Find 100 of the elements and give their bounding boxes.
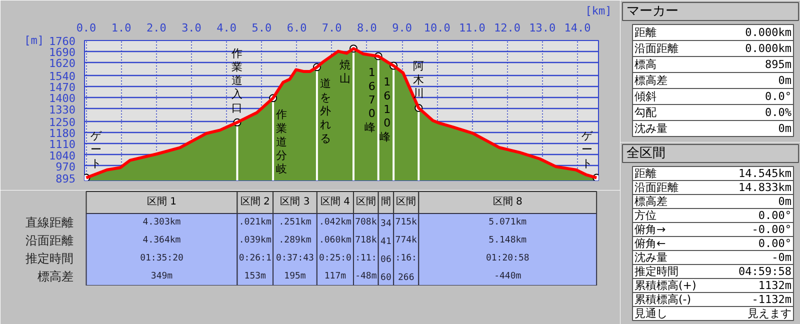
text: 708k	[355, 218, 377, 228]
category-label: 累積標高(-)	[634, 293, 692, 306]
x-tick-label: 12.0	[494, 22, 521, 34]
y-tick-label: 1400	[49, 92, 76, 106]
text: 06	[380, 255, 392, 265]
text: .042km	[318, 218, 352, 228]
category-label: 推定時間	[26, 252, 74, 266]
x-tick-label: 8.0	[357, 22, 377, 34]
x-tick-label: 6.0	[286, 22, 307, 34]
category-label: 標高	[634, 58, 656, 71]
category-label: 沈み量	[634, 251, 668, 264]
text: 14.833km	[738, 181, 792, 194]
annotation: 1670峰	[364, 66, 376, 134]
text: 5.148km	[488, 236, 527, 246]
text: -440m	[494, 272, 522, 282]
category-label: 方位	[634, 209, 656, 222]
text: 全区間	[626, 146, 666, 161]
x-tick-label: 9.0	[392, 22, 412, 34]
y-tick-label: 1110	[49, 138, 76, 152]
x-axis-title: [km]	[585, 4, 612, 18]
x-tick-label: 11.0	[458, 22, 486, 34]
text: マーカー	[626, 4, 678, 19]
x-tick-label: 5.0	[252, 22, 272, 34]
text: .289km	[278, 236, 312, 246]
x-tick-label: 4.0	[216, 22, 237, 34]
category-label: 見通し	[634, 307, 668, 320]
category-label: 累積標高(+)	[634, 279, 696, 292]
x-tick-label: 1.0	[111, 22, 132, 34]
text: -48m	[355, 272, 377, 282]
text: 01:35:20	[140, 254, 184, 264]
text: 0:26:1	[238, 254, 272, 264]
x-tick-label: 2.0	[146, 22, 166, 34]
annotation: 焼山	[340, 58, 350, 86]
text: 0m	[778, 195, 792, 208]
category-label: 距離	[634, 26, 656, 39]
text: 0.000km	[745, 26, 792, 39]
text: 14.545km	[738, 167, 792, 180]
text: 1132m	[758, 279, 792, 292]
category-label: 沈み量	[634, 122, 668, 135]
y-tick-label: 1250	[49, 116, 76, 129]
text: -1132m	[752, 293, 792, 306]
text: 0.000km	[745, 42, 792, 55]
category-label: 区間 2	[240, 196, 270, 208]
text: 0m	[778, 74, 792, 87]
annotation: 1610峰	[380, 76, 391, 144]
text: 34	[380, 219, 392, 229]
text: 718k	[355, 236, 377, 246]
text: 見えます	[748, 307, 792, 320]
text: .251km	[278, 218, 312, 228]
category-label: 俯角→	[634, 223, 666, 236]
x-tick-label: 3.0	[182, 22, 202, 34]
text: .060km	[318, 236, 352, 246]
y-tick-label: 1540	[49, 70, 76, 83]
text: 5.071km	[488, 218, 527, 228]
y-tick-label: 970	[56, 160, 76, 174]
category-label: 標高差	[38, 270, 74, 284]
text: 41	[380, 237, 392, 247]
text: 4.364km	[142, 236, 181, 246]
x-tick-label: 0.0	[76, 22, 96, 34]
category-label: 距離	[634, 167, 656, 180]
category-label: 傾斜	[634, 90, 656, 103]
category-label: 標高差	[634, 195, 668, 208]
text: :11:	[355, 254, 377, 264]
text: 0.0°	[765, 90, 792, 103]
text: :16:	[395, 254, 417, 264]
category-label: 間	[380, 196, 391, 208]
y-tick-label: 1760	[49, 35, 76, 48]
y-tick-label: 1040	[49, 149, 76, 162]
y-tick-label: 1330	[49, 103, 76, 116]
category-label: 沿面距離	[634, 181, 678, 194]
text: .021km	[238, 218, 272, 228]
text: 0:37:43	[276, 254, 314, 264]
category-label: 区間	[396, 196, 416, 208]
annotation: 道を外れる	[320, 77, 331, 145]
category-label: 沿面距離	[634, 42, 678, 55]
text: .039km	[238, 236, 272, 246]
category-label: 区間 8	[492, 196, 522, 208]
y-axis-title: [m]	[24, 34, 44, 47]
category-label: 沿面距離	[26, 234, 74, 248]
x-tick-label: 14.0	[564, 22, 591, 34]
category-label: 区間 4	[320, 196, 350, 208]
text: -0.00°	[752, 223, 792, 236]
text: 60	[380, 273, 392, 283]
text: 895m	[765, 58, 792, 71]
text: 0.00°	[758, 237, 792, 250]
text: 01:20:58	[486, 254, 530, 264]
y-tick-label: 1470	[49, 81, 76, 94]
text: 715k	[395, 218, 417, 228]
text: 774k	[395, 236, 417, 246]
text: 0m	[778, 122, 792, 135]
y-tick-label: 895	[56, 172, 76, 186]
text: 266	[398, 273, 414, 283]
text: 04:59:58	[738, 265, 792, 278]
category-label: 区間	[356, 196, 376, 208]
y-tick-label: 1620	[49, 57, 76, 70]
category-label: 区間 3	[280, 196, 310, 208]
x-tick-label: 13.0	[529, 22, 556, 34]
x-tick-label: 7.0	[322, 22, 342, 34]
category-label: 直線距離	[26, 216, 74, 230]
y-tick-label: 1690	[49, 46, 76, 60]
